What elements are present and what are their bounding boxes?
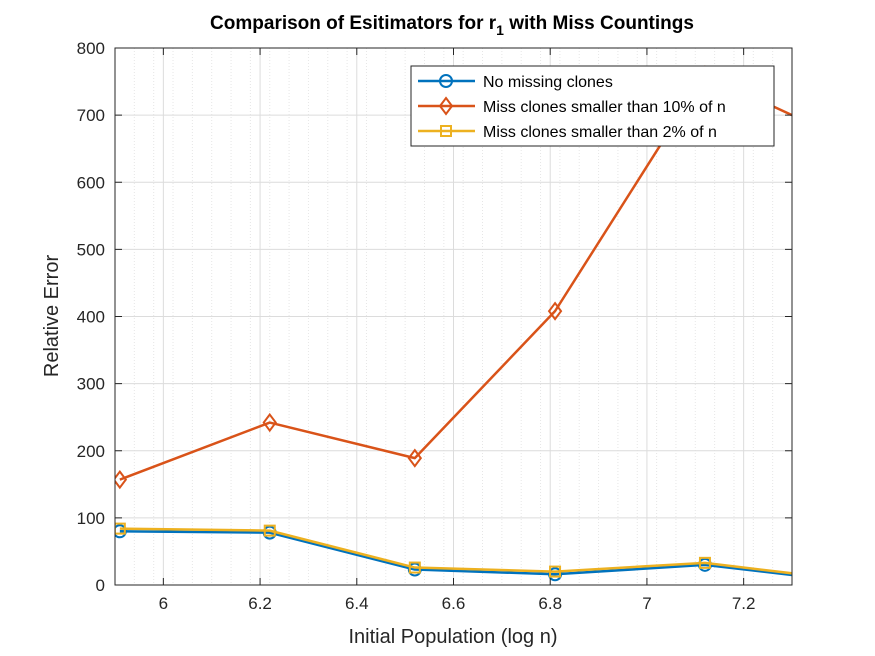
legend: No missing clones Miss clones smaller tha… [410,65,775,147]
data-point [698,556,711,569]
data-point [262,412,277,433]
x-axis-ticks: 6 6.2 6.4 6.6 6.8 7 7.2 [159,48,756,613]
y-axis-label: Relative Error [41,255,63,378]
data-point [263,524,276,537]
y-tick-label: 100 [77,509,105,528]
y-tick-label: 500 [77,240,105,259]
data-point [115,469,128,490]
y-tick-label: 600 [77,173,105,192]
svg-text:Comparison of Esitimators for: Comparison of Esitimators for r1 with Mi… [210,13,694,38]
data-point [408,561,421,574]
y-tick-label: 300 [77,375,105,394]
y-tick-label: 700 [77,106,105,125]
data-point [407,448,423,468]
legend-marker [438,96,454,116]
legend-item: Miss clones smaller than 10% of n [418,96,726,116]
chart-title: Comparison of Esitimators for r1 with Mi… [210,13,694,38]
x-tick-label: 6.8 [538,594,562,613]
x-tick-label: 6.2 [248,594,272,613]
legend-marker [440,125,452,137]
series-line [119,530,792,577]
x-tick-label: 7.2 [732,594,756,613]
series-line [119,527,792,575]
legend-label: Miss clones smaller than 10% of n [483,99,726,116]
minor-grid [133,48,774,585]
data-point [549,565,562,578]
y-tick-label: 800 [77,39,105,58]
y-tick-label: 200 [77,442,105,461]
x-tick-label: 6.4 [345,594,369,613]
chart-title-subscript: 1 [496,22,504,38]
y-axis-ticks: 0 100 200 300 400 500 600 700 800 [77,39,792,595]
chart-title-suffix-text: with Miss Countings [508,13,694,34]
legend-marker [439,74,453,88]
data-point [115,522,126,535]
legend-label: No missing clones [483,74,613,91]
y-tick-label: 0 [96,576,105,595]
chart-title-main: Comparison of Esitimators for r [210,13,497,34]
x-tick-label: 6 [159,594,168,613]
legend-label: Miss clones smaller than 2% of n [483,124,717,141]
x-tick-label: 7 [642,594,651,613]
legend-item: No missing clones [418,74,613,91]
y-tick-label: 400 [77,308,105,327]
x-tick-label: 6.6 [442,594,466,613]
series-3 [115,522,792,578]
data-point [547,301,563,321]
x-axis-label: Initial Population (log n) [348,626,557,648]
legend-item: Miss clones smaller than 2% of n [418,124,717,141]
